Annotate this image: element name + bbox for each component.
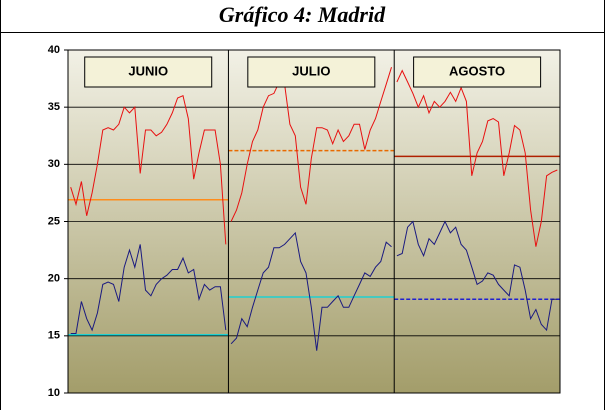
data-line bbox=[230, 67, 392, 222]
panel-label: JUNIO bbox=[128, 63, 168, 78]
plot-border bbox=[67, 49, 561, 394]
panel-label-box bbox=[247, 56, 376, 88]
y-tick-label: 35 bbox=[48, 101, 60, 113]
data-line bbox=[396, 69, 558, 247]
y-tick-label: 30 bbox=[48, 158, 60, 170]
data-line bbox=[396, 220, 558, 332]
y-tick-label: 10 bbox=[48, 387, 60, 399]
data-line bbox=[70, 95, 227, 245]
y-tick-label: 15 bbox=[48, 330, 60, 342]
chart-title: Gráfico 4: Madrid bbox=[219, 2, 386, 27]
data-line bbox=[70, 244, 227, 334]
data-line bbox=[230, 231, 392, 351]
y-tick-label: 20 bbox=[48, 273, 60, 285]
panel-label: JULIO bbox=[292, 63, 330, 78]
panel-label-box bbox=[84, 56, 213, 88]
panel-label: AGOSTO bbox=[449, 63, 505, 78]
y-tick-label: 25 bbox=[48, 215, 60, 227]
y-tick-label: 40 bbox=[48, 44, 60, 56]
panel-label-box bbox=[413, 56, 542, 88]
